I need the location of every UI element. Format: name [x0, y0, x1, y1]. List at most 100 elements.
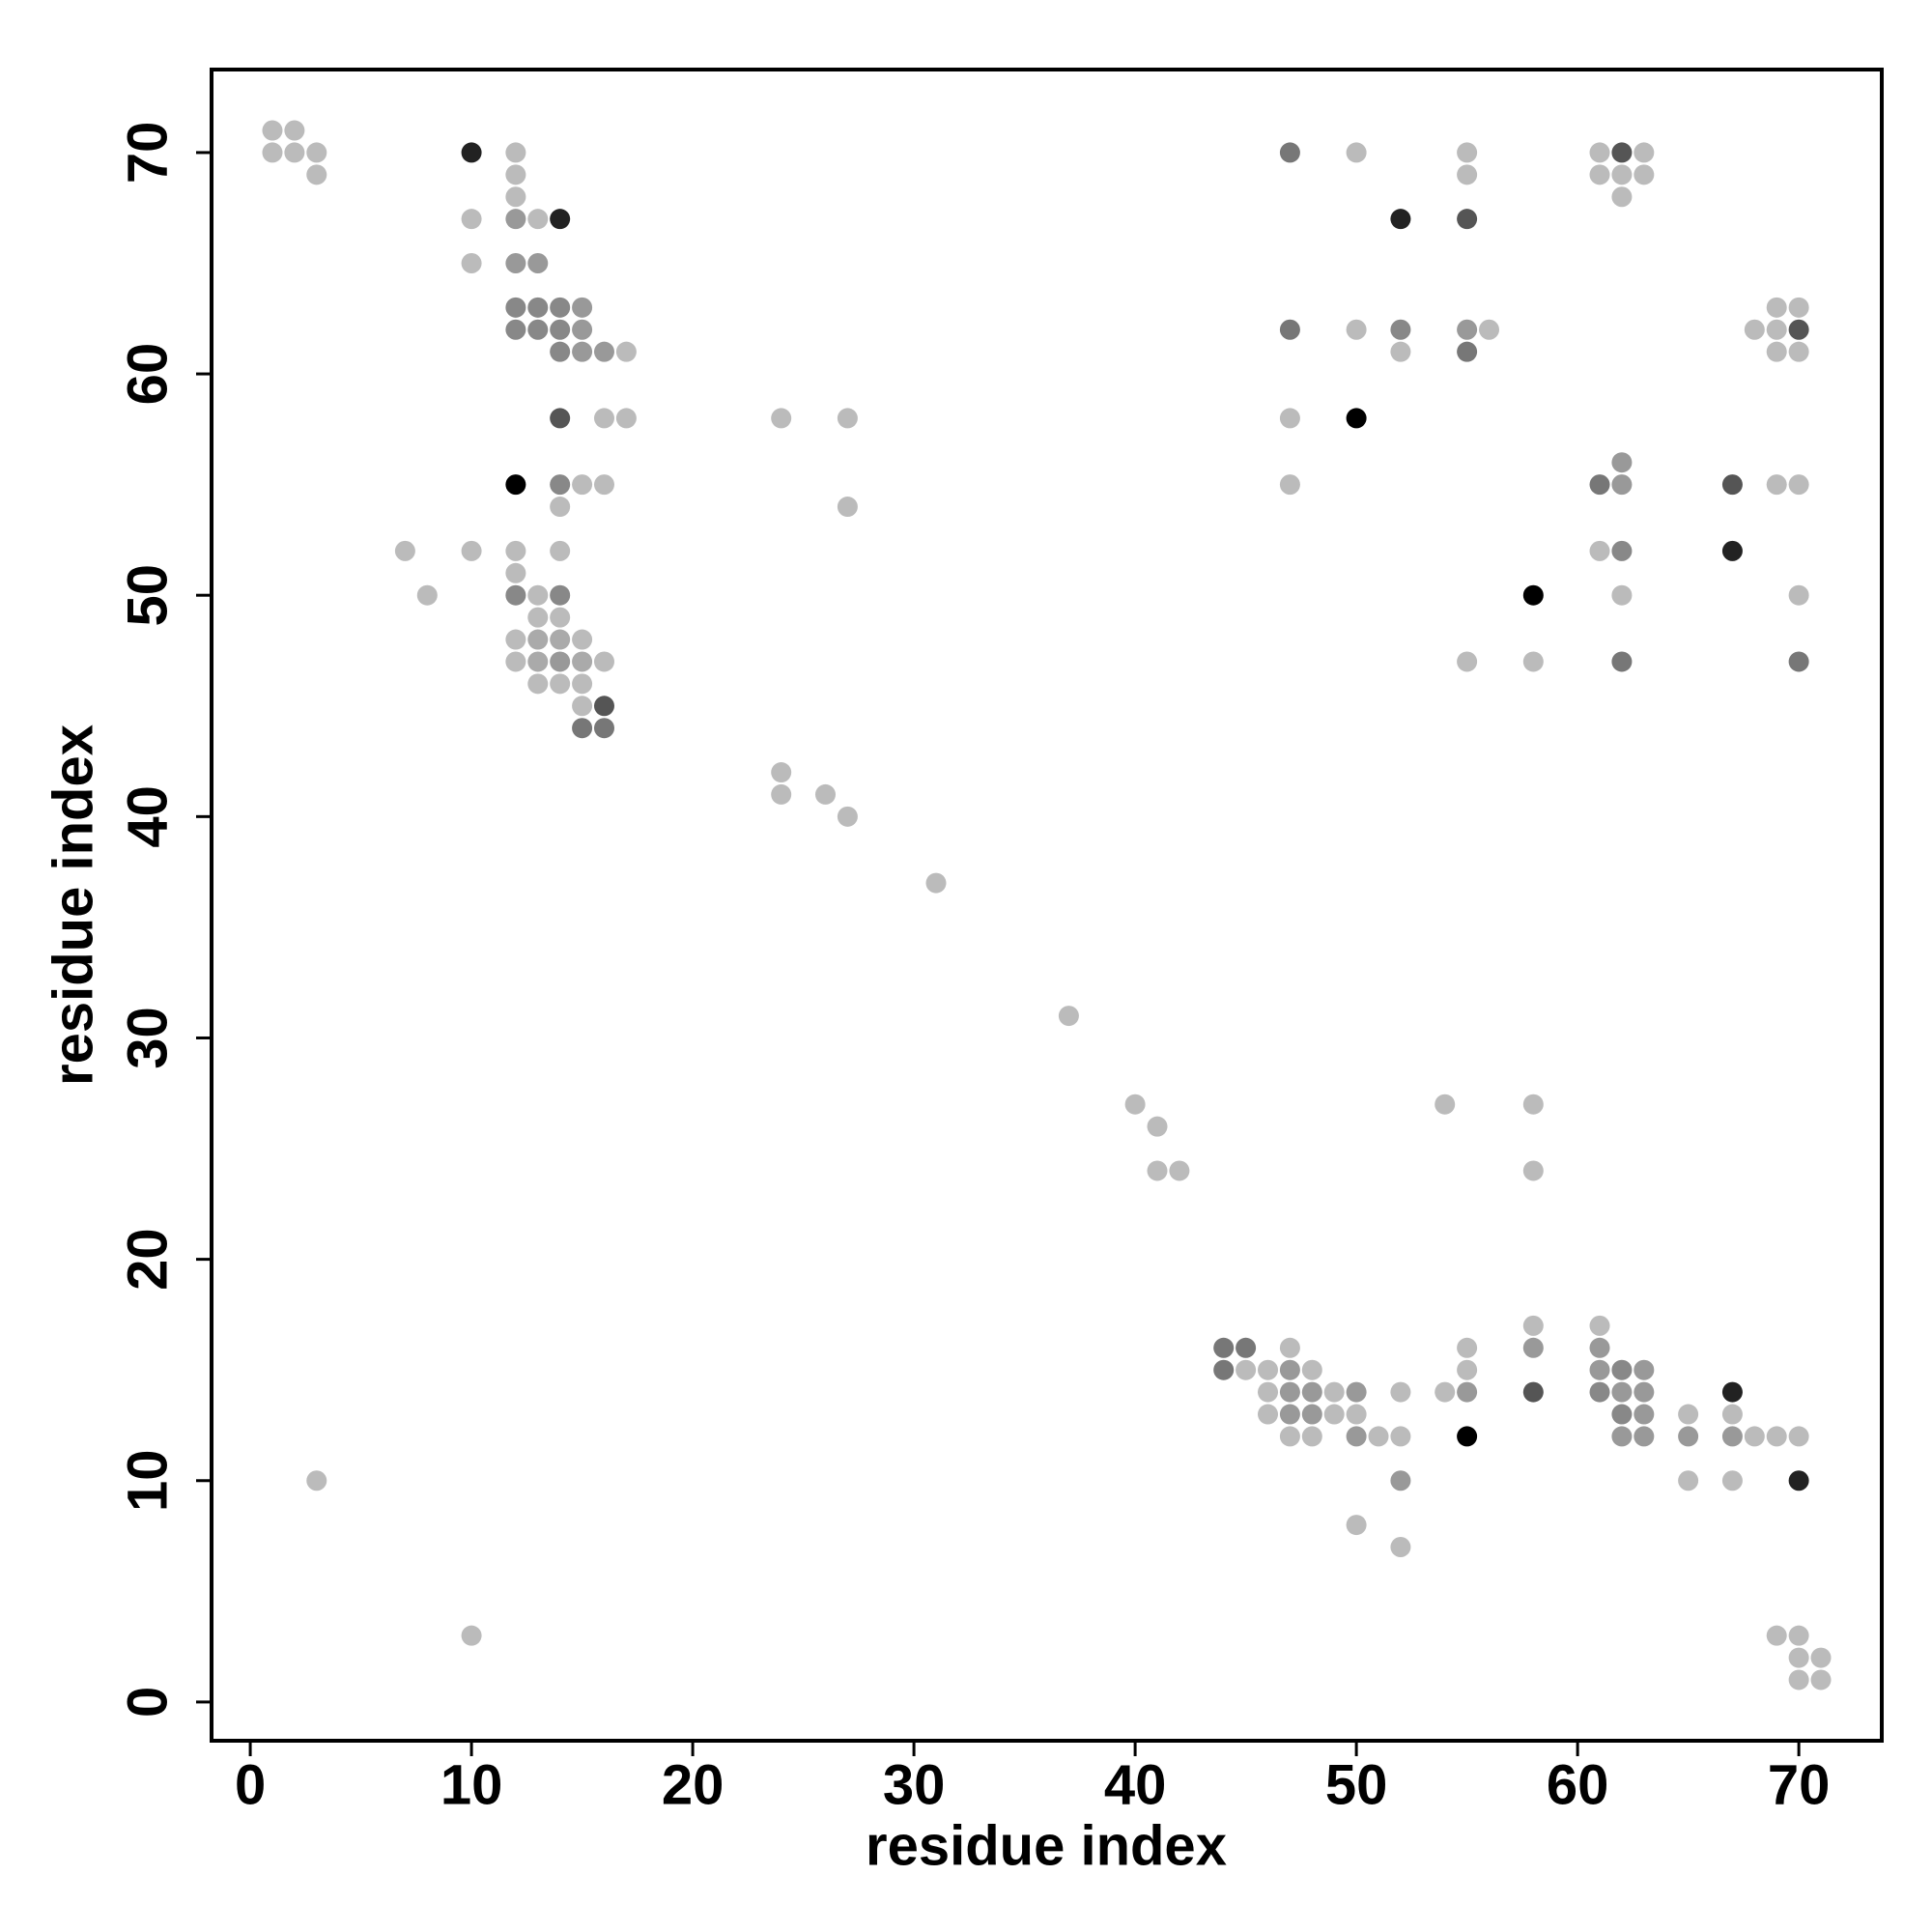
- point: [1678, 1404, 1699, 1425]
- point: [505, 629, 526, 650]
- point: [1301, 1359, 1322, 1380]
- point: [1589, 164, 1610, 185]
- point: [284, 120, 305, 141]
- point: [1634, 1359, 1655, 1380]
- point: [572, 651, 593, 672]
- point: [1589, 474, 1610, 496]
- y-tick-label: 0: [116, 1687, 179, 1718]
- point: [572, 629, 593, 650]
- point: [1589, 142, 1610, 163]
- point: [550, 341, 571, 362]
- point: [572, 718, 593, 739]
- point: [1479, 319, 1500, 340]
- point: [1435, 1381, 1456, 1403]
- point: [394, 540, 415, 561]
- point: [1124, 1094, 1146, 1115]
- point: [1213, 1359, 1235, 1380]
- point: [550, 209, 571, 230]
- point: [1744, 1426, 1765, 1447]
- x-tick-label: 60: [1547, 1753, 1609, 1816]
- point: [572, 474, 593, 496]
- y-tick-label: 20: [116, 1228, 179, 1291]
- x-tick-label: 70: [1768, 1753, 1831, 1816]
- point: [1589, 1359, 1610, 1380]
- point: [1457, 164, 1478, 185]
- point: [505, 209, 526, 230]
- y-tick-label: 60: [116, 343, 179, 406]
- point: [1634, 1381, 1655, 1403]
- point: [550, 673, 571, 695]
- point: [1457, 209, 1478, 230]
- point: [550, 319, 571, 340]
- point: [1346, 1381, 1367, 1403]
- point: [550, 629, 571, 650]
- point: [1766, 341, 1787, 362]
- point: [1346, 408, 1367, 429]
- point: [1279, 319, 1300, 340]
- point: [1766, 1426, 1787, 1447]
- point: [1522, 1315, 1544, 1336]
- point: [1678, 1426, 1699, 1447]
- point: [505, 252, 526, 273]
- point: [1279, 1337, 1300, 1358]
- point: [1788, 1625, 1809, 1646]
- point: [1346, 142, 1367, 163]
- point: [1788, 474, 1809, 496]
- point: [1457, 1381, 1478, 1403]
- point: [527, 584, 549, 606]
- point: [284, 142, 305, 163]
- point: [615, 408, 637, 429]
- point: [1721, 1381, 1743, 1403]
- point: [505, 584, 526, 606]
- point: [1323, 1404, 1345, 1425]
- x-tick-label: 0: [235, 1753, 266, 1816]
- y-tick-label: 40: [116, 785, 179, 848]
- point: [1522, 1381, 1544, 1403]
- point: [1457, 319, 1478, 340]
- point: [593, 474, 614, 496]
- point: [1390, 341, 1411, 362]
- plot-frame: [210, 68, 1884, 1743]
- point: [527, 629, 549, 650]
- point: [1766, 1625, 1787, 1646]
- point: [461, 209, 482, 230]
- point: [1611, 474, 1633, 496]
- point: [505, 164, 526, 185]
- point: [1457, 1426, 1478, 1447]
- point: [1522, 1094, 1544, 1115]
- point: [1457, 142, 1478, 163]
- point: [1634, 1404, 1655, 1425]
- point: [527, 209, 549, 230]
- point: [527, 673, 549, 695]
- point: [593, 408, 614, 429]
- point: [1788, 319, 1809, 340]
- point: [461, 1625, 482, 1646]
- x-tick-label: 40: [1104, 1753, 1167, 1816]
- point: [615, 341, 637, 362]
- point: [1589, 540, 1610, 561]
- point: [572, 319, 593, 340]
- y-tick-label: 30: [116, 1007, 179, 1069]
- point: [461, 142, 482, 163]
- point: [505, 562, 526, 583]
- y-axis-title: residue index: [42, 724, 104, 1086]
- point: [1611, 1404, 1633, 1425]
- point: [1589, 1337, 1610, 1358]
- point: [1634, 142, 1655, 163]
- point: [1390, 1470, 1411, 1492]
- point: [1721, 1404, 1743, 1425]
- point: [1611, 584, 1633, 606]
- point: [1611, 164, 1633, 185]
- point: [1279, 1381, 1300, 1403]
- point: [1810, 1647, 1832, 1668]
- point: [1301, 1404, 1322, 1425]
- point: [1301, 1381, 1322, 1403]
- point: [1213, 1337, 1235, 1358]
- point: [593, 341, 614, 362]
- point: [1788, 1669, 1809, 1690]
- y-tick-label: 70: [116, 122, 179, 185]
- point: [1766, 319, 1787, 340]
- point: [1058, 1006, 1079, 1027]
